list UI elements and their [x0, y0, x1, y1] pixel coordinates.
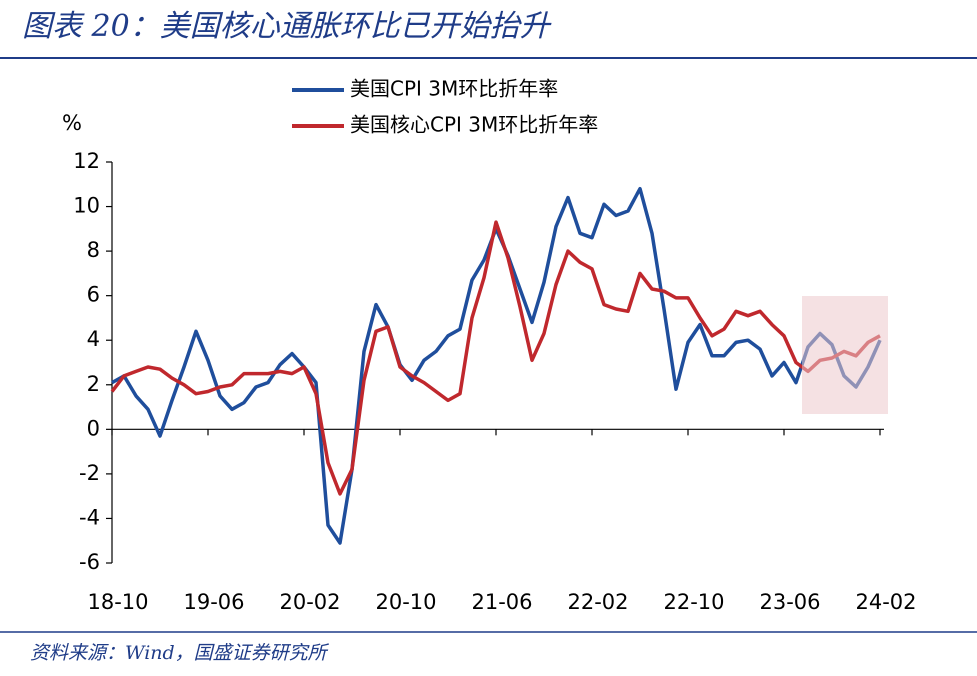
x-tick-label: 18-10 — [87, 590, 148, 614]
y-tick-label: 12 — [73, 149, 100, 173]
x-tick-label: 23-06 — [759, 590, 820, 614]
x-tick-label: 19-06 — [183, 590, 244, 614]
x-tick-label: 22-10 — [663, 590, 724, 614]
legend-label: 美国核心CPI 3M环比折年率 — [350, 113, 598, 137]
y-tick-label: 10 — [73, 194, 100, 218]
highlight-box — [802, 296, 888, 414]
source: 资料来源：Wind，国盛证券研究所 — [30, 642, 330, 664]
y-tick-label: -2 — [79, 461, 100, 485]
chart-title: 图表 20：美国核心通胀环比已开始抬升 — [22, 9, 552, 44]
y-tick-label: -6 — [79, 550, 100, 574]
x-tick-label: 20-10 — [375, 590, 436, 614]
y-axis-label: % — [62, 111, 82, 135]
x-tick-label: 24-02 — [855, 590, 916, 614]
series-line — [110, 220, 881, 496]
legend-label: 美国CPI 3M环比折年率 — [350, 77, 558, 101]
y-tick-label: 6 — [87, 283, 100, 307]
x-tick-label: 22-02 — [567, 590, 628, 614]
y-tick-label: 2 — [87, 372, 100, 396]
y-tick-label: 4 — [87, 327, 100, 351]
y-tick-label: 0 — [87, 416, 100, 440]
y-tick-label: 8 — [87, 238, 100, 262]
y-tick-label: -4 — [79, 505, 100, 529]
x-tick-label: 20-02 — [279, 590, 340, 614]
series-line — [111, 186, 882, 545]
x-tick-label: 21-06 — [471, 590, 532, 614]
